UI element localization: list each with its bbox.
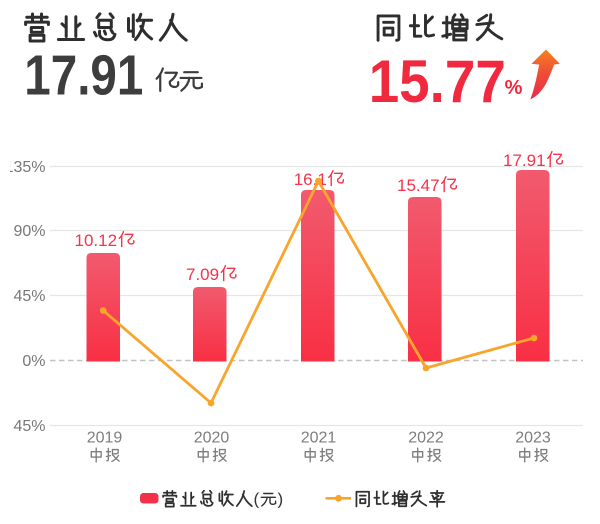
svg-text:17.91: 17.91 bbox=[503, 151, 546, 170]
svg-text:7.09: 7.09 bbox=[186, 265, 219, 284]
svg-text:2023: 2023 bbox=[515, 430, 551, 447]
svg-text:0%: 0% bbox=[22, 353, 45, 370]
svg-text:2021: 2021 bbox=[301, 430, 337, 447]
svg-text:45%: 45% bbox=[13, 418, 45, 435]
svg-text:90%: 90% bbox=[13, 223, 45, 240]
svg-text:10.12: 10.12 bbox=[75, 231, 118, 250]
svg-text:15.47: 15.47 bbox=[397, 176, 440, 195]
svg-text:%: % bbox=[505, 77, 523, 99]
svg-text:45%: 45% bbox=[13, 288, 45, 305]
svg-text:): ) bbox=[278, 490, 284, 509]
svg-text:2019: 2019 bbox=[87, 430, 123, 447]
svg-text:15.77: 15.77 bbox=[369, 49, 506, 116]
svg-text:2020: 2020 bbox=[194, 430, 230, 447]
svg-text:2022: 2022 bbox=[408, 430, 444, 447]
svg-text:135%: 135% bbox=[5, 159, 46, 176]
svg-text:(: ( bbox=[254, 490, 260, 509]
svg-text:17.91: 17.91 bbox=[24, 45, 143, 108]
